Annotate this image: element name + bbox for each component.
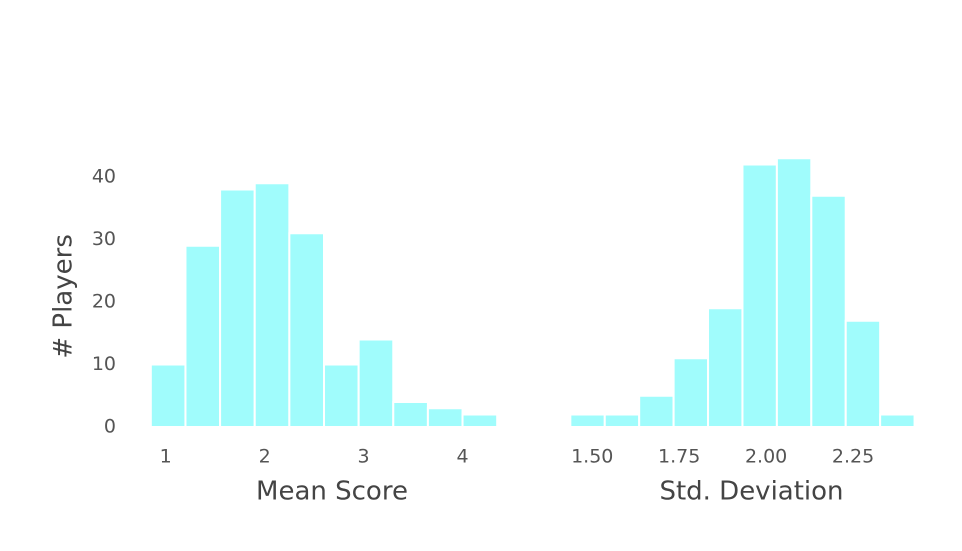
bar	[253, 182, 291, 428]
bar	[638, 394, 675, 428]
bar	[603, 413, 641, 428]
x-tick-label: 1.75	[658, 446, 700, 468]
bar	[569, 413, 606, 428]
bar	[672, 357, 710, 428]
bar	[323, 363, 360, 428]
bar	[426, 407, 464, 428]
x-tick-label: 2.00	[745, 446, 787, 468]
x-tick-label: 4	[456, 446, 468, 468]
bar	[219, 188, 256, 428]
x-axis-label: Std. Deviation	[659, 477, 843, 507]
y-axis-label: # Players	[49, 234, 79, 359]
y-tick-label: 20	[92, 291, 116, 313]
bar	[741, 163, 778, 428]
bar	[184, 244, 222, 428]
bar	[461, 413, 499, 428]
x-tick-label: 3	[358, 446, 370, 468]
bar	[844, 319, 882, 428]
bar	[392, 401, 429, 428]
y-tick-label: 10	[92, 353, 116, 375]
bar	[879, 413, 916, 428]
bar	[149, 363, 187, 428]
x-tick-label: 1.50	[571, 446, 613, 468]
x-tick-label: 2	[259, 446, 271, 468]
bar	[775, 157, 813, 428]
bar	[810, 194, 847, 428]
y-tick-label: 0	[104, 416, 116, 438]
bar	[288, 232, 326, 428]
x-axis-label: Mean Score	[256, 477, 408, 507]
x-tick-label: 1	[160, 446, 172, 468]
bar	[707, 307, 744, 428]
y-tick-label: 40	[92, 166, 116, 188]
bar	[357, 338, 395, 428]
y-tick-label: 30	[92, 228, 116, 250]
x-tick-label: 2.25	[832, 446, 874, 468]
